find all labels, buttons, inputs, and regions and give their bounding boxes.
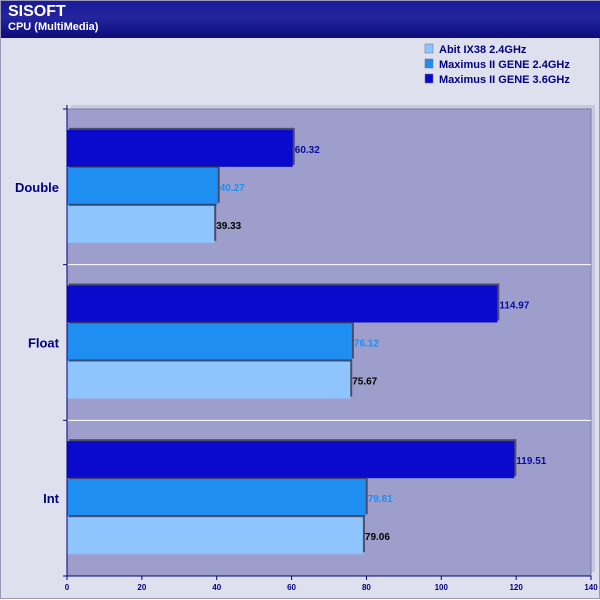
bar <box>67 479 366 517</box>
legend-label: Abit IX38 2.4GHz <box>439 44 527 56</box>
legend-label: Maximus II GENE 2.4GHz <box>439 59 570 71</box>
legend-swatch <box>424 43 434 54</box>
category-label: Double <box>15 180 59 195</box>
x-tick-label: 0 <box>65 583 70 592</box>
bar-value-label: 79.81 <box>368 494 393 505</box>
bar-value-label: 79.06 <box>365 532 390 543</box>
bar <box>67 441 515 479</box>
bar <box>67 517 363 555</box>
x-tick-label: 40 <box>212 583 221 592</box>
x-tick-label: 100 <box>435 583 449 592</box>
chart-subtitle: CPU (MultiMedia) <box>8 21 99 33</box>
x-tick-label: 20 <box>137 583 146 592</box>
bar-value-label: 39.33 <box>216 221 241 232</box>
x-tick-label: 80 <box>362 583 371 592</box>
x-tick-label: 120 <box>509 583 523 592</box>
bar-value-label: 60.32 <box>295 145 320 156</box>
x-tick-label: 60 <box>287 583 296 592</box>
category-label: Int <box>43 491 60 506</box>
legend-label: Maximus II GENE 3.6GHz <box>439 74 570 86</box>
bar-value-label: 40.27 <box>220 183 245 194</box>
legend-swatch <box>424 73 434 84</box>
header-bar: SISOFT CPU (MultiMedia) <box>1 1 600 38</box>
bar-value-label: 75.67 <box>352 377 377 388</box>
bar-value-label: 76.12 <box>354 339 379 350</box>
category-label: Float <box>28 336 60 351</box>
bar-value-label: 114.97 <box>499 301 529 312</box>
bar <box>67 323 352 361</box>
bar <box>67 167 218 205</box>
chart-title: SISOFT <box>8 3 66 20</box>
legend-swatch <box>424 58 434 69</box>
bar <box>67 129 293 167</box>
bar <box>67 361 351 399</box>
bar <box>67 205 215 243</box>
bar <box>67 285 498 323</box>
bar-value-label: 119.51 <box>516 456 546 467</box>
x-tick-label: 140 <box>584 583 598 592</box>
